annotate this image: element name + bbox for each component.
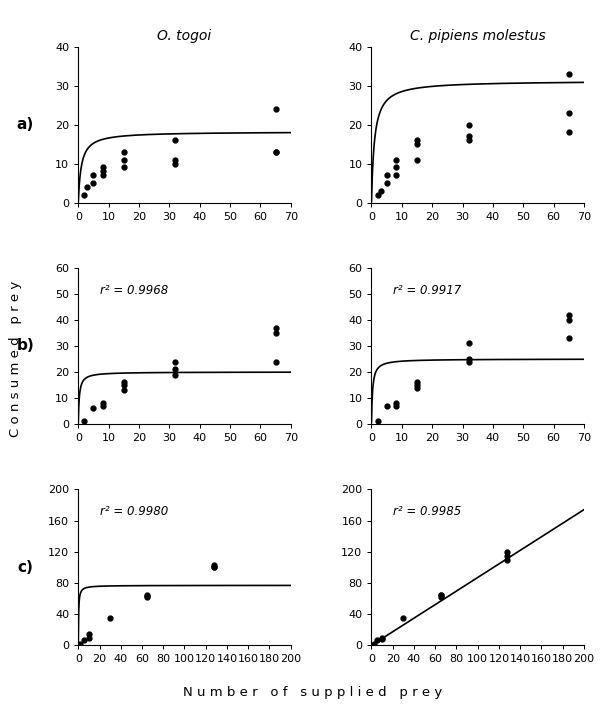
Point: [564, 314, 574, 326]
Point: [377, 633, 387, 645]
Point: [79, 416, 89, 427]
Point: [143, 592, 152, 603]
Text: N u m b e r   o f   s u p p l i e d   p r e y: N u m b e r o f s u p p l i e d p r e y: [184, 686, 442, 699]
Text: c): c): [17, 560, 33, 575]
Point: [143, 591, 152, 602]
Point: [373, 416, 382, 427]
Point: [464, 338, 473, 349]
Point: [119, 154, 129, 166]
Text: a): a): [16, 117, 34, 132]
Point: [382, 177, 391, 189]
Point: [119, 384, 129, 396]
Point: [412, 134, 422, 146]
Point: [412, 154, 422, 166]
Point: [382, 169, 391, 181]
Point: [209, 559, 219, 571]
Point: [271, 103, 281, 115]
Point: [372, 634, 382, 645]
Point: [271, 356, 281, 367]
Text: r² = 0.9917: r² = 0.9917: [393, 284, 461, 297]
Point: [412, 376, 422, 388]
Point: [170, 364, 180, 375]
Point: [464, 134, 473, 146]
Point: [391, 169, 400, 181]
Point: [170, 158, 180, 169]
Point: [412, 381, 422, 393]
Point: [376, 185, 385, 196]
Point: [412, 138, 422, 150]
Point: [436, 589, 445, 600]
Point: [382, 400, 391, 412]
Point: [399, 612, 408, 624]
Point: [369, 638, 379, 650]
Text: r² = 0.9980: r² = 0.9980: [99, 505, 168, 518]
Point: [84, 629, 94, 640]
Point: [119, 379, 129, 391]
Text: r² = 0.9985: r² = 0.9985: [393, 505, 461, 518]
Point: [209, 561, 219, 573]
Point: [76, 638, 85, 650]
Point: [98, 400, 107, 412]
Point: [464, 119, 473, 130]
Point: [412, 379, 422, 391]
Point: [464, 353, 473, 365]
Point: [564, 107, 574, 118]
Text: r² = 0.9968: r² = 0.9968: [99, 284, 168, 297]
Title: C. pipiens molestus: C. pipiens molestus: [410, 29, 545, 42]
Point: [503, 554, 512, 565]
Point: [373, 189, 382, 201]
Point: [170, 369, 180, 380]
Point: [436, 592, 445, 603]
Point: [271, 146, 281, 158]
Point: [79, 634, 88, 645]
Point: [391, 162, 400, 174]
Point: [88, 177, 98, 189]
Point: [88, 402, 98, 414]
Point: [503, 546, 512, 558]
Point: [564, 309, 574, 320]
Point: [143, 589, 152, 600]
Point: [464, 356, 473, 367]
Point: [391, 154, 400, 166]
Point: [82, 181, 92, 193]
Point: [98, 169, 107, 181]
Title: O. togoi: O. togoi: [157, 29, 212, 42]
Point: [391, 397, 400, 409]
Point: [105, 612, 115, 624]
Point: [503, 550, 512, 561]
Point: [79, 189, 89, 201]
Point: [209, 561, 219, 573]
Point: [84, 632, 94, 643]
Point: [170, 134, 180, 146]
Point: [391, 400, 400, 412]
Point: [271, 322, 281, 333]
Point: [170, 356, 180, 367]
Point: [119, 162, 129, 174]
Point: [564, 333, 574, 344]
Point: [436, 589, 445, 600]
Point: [271, 327, 281, 338]
Point: [377, 632, 387, 643]
Point: [564, 68, 574, 80]
Point: [98, 162, 107, 174]
Point: [88, 169, 98, 181]
Point: [464, 130, 473, 142]
Point: [271, 146, 281, 158]
Point: [98, 397, 107, 409]
Point: [98, 166, 107, 177]
Text: C o n s u m e d   p r e y: C o n s u m e d p r e y: [8, 280, 22, 437]
Point: [119, 376, 129, 388]
Point: [170, 154, 180, 166]
Point: [564, 127, 574, 138]
Text: b): b): [16, 338, 34, 353]
Point: [119, 146, 129, 158]
